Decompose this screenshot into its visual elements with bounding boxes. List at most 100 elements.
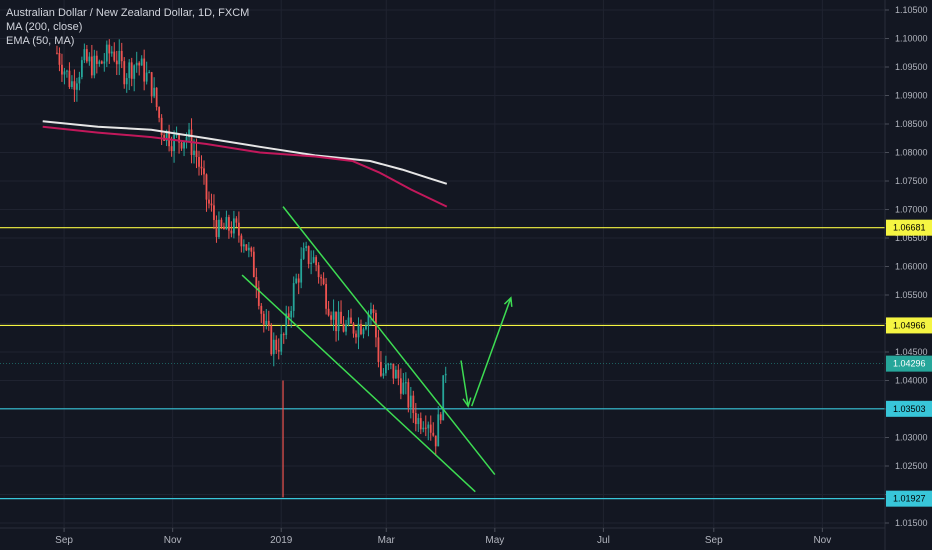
candle-body (245, 244, 248, 251)
candle-body (63, 71, 66, 75)
candle-body (402, 382, 405, 394)
candle-body (90, 56, 93, 76)
y-tick-label: 1.08500 (895, 119, 928, 129)
candle-body (357, 323, 360, 338)
x-tick-label: Mar (378, 535, 396, 546)
candle-body (257, 287, 260, 306)
candle-body (100, 61, 103, 64)
arrow-head (462, 397, 472, 408)
candle-body (58, 52, 61, 65)
candle-body (419, 418, 422, 430)
candle-body (262, 313, 265, 325)
ma-indicator-label[interactable]: MA (200, close) (6, 21, 83, 33)
candle-body (218, 219, 220, 237)
candle-body (300, 258, 303, 283)
candle-body (225, 217, 228, 230)
price-badge-label: 1.04966 (893, 320, 926, 330)
candle-body (83, 49, 86, 61)
candle-body (377, 337, 380, 362)
candle-body (312, 257, 315, 263)
candle-body (220, 219, 223, 227)
candle-body (105, 44, 108, 62)
candle-body (270, 325, 273, 355)
candle-body (61, 64, 63, 75)
channel-line (241, 274, 476, 493)
candle-body (140, 58, 143, 66)
y-tick-label: 1.04000 (895, 376, 928, 386)
price-axis-bg (885, 0, 932, 550)
y-tick-label: 1.06000 (895, 262, 928, 272)
candle-body (342, 323, 345, 332)
candle-body (208, 199, 210, 204)
time-axis[interactable]: Sep Nov 2019 Mar May Jul Sep Nov (0, 527, 885, 546)
candle-body (310, 262, 313, 264)
candle-body (103, 61, 106, 64)
candle-body (188, 129, 190, 138)
y-tick-label: 1.09000 (895, 91, 928, 101)
candle-body (355, 333, 357, 338)
candle-body (56, 52, 58, 54)
candle-body (424, 427, 427, 429)
candle-body (347, 317, 350, 325)
candle-body (340, 311, 342, 324)
candle-body (133, 65, 136, 79)
candle-body (66, 70, 68, 72)
candle-body (242, 244, 245, 247)
candle-body (125, 78, 128, 85)
price-badges: 1.06681 1.04966 1.03503 1.01927 1.04296 (886, 219, 932, 507)
candle-body (80, 60, 83, 78)
ema-indicator-label[interactable]: EMA (50, MA) (6, 35, 75, 47)
candle-body (98, 61, 101, 64)
symbol-title[interactable]: Australian Dollar / New Zealand Dollar, … (6, 7, 250, 19)
x-tick-label: Nov (813, 535, 831, 546)
y-tick-label: 1.02500 (895, 461, 928, 471)
candle-body (235, 218, 238, 223)
candle-body (392, 363, 395, 379)
price-badge-label: 1.01927 (893, 494, 926, 504)
candle-body (429, 424, 432, 433)
x-tick-label: May (485, 535, 504, 546)
candle-body (442, 375, 445, 421)
candle-body (145, 72, 148, 82)
projection-arrow (470, 297, 512, 407)
candle-body (287, 313, 290, 318)
candle-body (247, 247, 250, 251)
candle-body (193, 150, 195, 156)
candle-body (215, 220, 218, 237)
candle-body (320, 277, 323, 279)
candle-body (322, 278, 325, 285)
candle-body (110, 51, 113, 54)
candle-body (365, 326, 367, 330)
candle-body (350, 317, 352, 324)
y-tick-label: 1.04500 (895, 347, 928, 357)
candle-body (93, 55, 96, 76)
candle-body (170, 146, 173, 152)
y-tick-label: 1.10500 (895, 5, 928, 15)
candle-body (317, 265, 320, 278)
candle-body (135, 62, 138, 66)
price-axis[interactable]: 1.10500 1.10000 1.09500 1.09000 1.08500 1.080… (884, 0, 932, 550)
candle-body (367, 314, 370, 327)
y-tick-label: 1.07500 (895, 176, 928, 186)
candle-body (198, 156, 200, 167)
arrow-head (503, 296, 513, 307)
candle-body (352, 323, 355, 334)
price-badge-label: 1.04296 (893, 359, 926, 369)
candle-body (372, 309, 375, 313)
candle-body (232, 218, 235, 234)
x-tick-label: Jul (597, 535, 610, 546)
candle-body (275, 339, 278, 350)
candle-body (389, 363, 392, 365)
candle-body (165, 130, 168, 141)
candle-body (75, 83, 78, 90)
candle-body (185, 137, 188, 142)
horizontal-levels (0, 227, 885, 500)
candle-body (414, 413, 417, 425)
price-badge-label: 1.06681 (893, 223, 926, 233)
candle-body (292, 283, 295, 311)
candle-body (439, 414, 442, 421)
price-badge (886, 219, 932, 236)
candle-body (404, 382, 407, 384)
candle-body (332, 311, 335, 320)
